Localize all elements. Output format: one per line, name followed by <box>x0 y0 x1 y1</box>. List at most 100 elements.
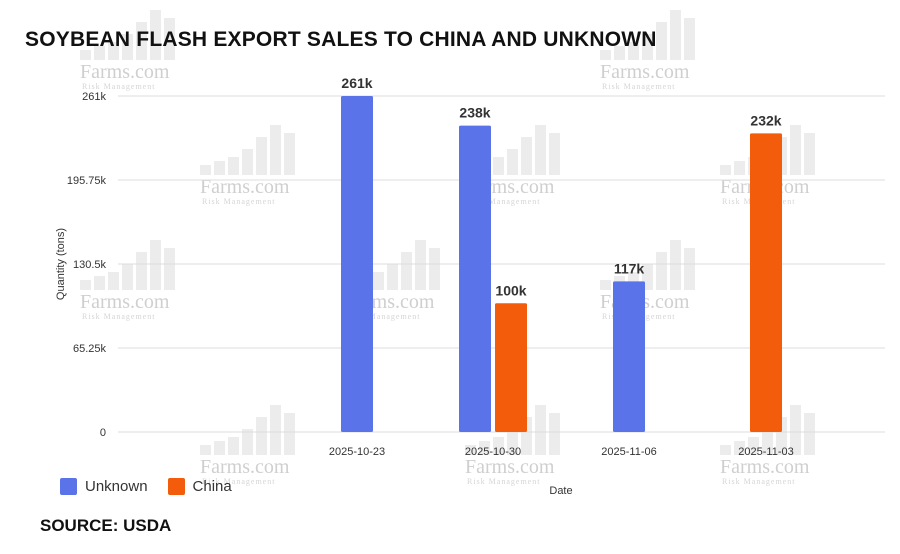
watermark-bar <box>535 405 546 455</box>
legend-swatch-unknown <box>60 478 77 495</box>
watermark-bar <box>549 413 560 455</box>
watermark-brand: Farms.com <box>200 456 290 478</box>
watermark-brand: Farms.com <box>465 456 555 478</box>
data-label: 100k <box>495 282 526 298</box>
legend: Unknown China <box>60 478 232 495</box>
legend-item-china[interactable]: China <box>167 478 232 495</box>
watermark-bar <box>762 429 773 455</box>
y-tick-label: 195.75k <box>67 175 107 187</box>
watermark-bar <box>507 429 518 455</box>
chart-title: SOYBEAN FLASH EXPORT SALES TO CHINA AND … <box>25 28 657 51</box>
watermark-brand: Farms.com <box>80 291 170 313</box>
watermark-subtitle: Risk Management <box>82 312 155 321</box>
watermark-subtitle: Risk Management <box>602 82 675 91</box>
watermark-bar <box>387 264 398 290</box>
bars: 261k 238k 100k 117k 232k <box>341 75 782 433</box>
watermark-bar <box>80 280 91 290</box>
watermark-bar <box>734 161 745 175</box>
watermark-bar <box>804 133 815 175</box>
x-tick-label: 2025-10-30 <box>465 446 521 458</box>
y-tick-label: 65.25k <box>73 343 107 355</box>
watermark-bar <box>734 441 745 455</box>
bar-china-2025-11-03 <box>750 133 782 433</box>
watermark-bar <box>720 445 731 455</box>
watermark-bar <box>401 252 412 290</box>
watermark-subtitle: Risk Management <box>202 197 275 206</box>
watermark-bar <box>465 445 476 455</box>
watermark-bar <box>200 165 211 175</box>
watermark-bar <box>373 272 384 290</box>
watermark-brand: Farms.com <box>720 456 810 478</box>
watermark-bar <box>415 240 426 290</box>
watermark-bar <box>429 248 440 290</box>
watermark-bar <box>136 22 147 60</box>
watermark-bar <box>790 125 801 175</box>
legend-label-china: China <box>192 478 232 495</box>
y-axis-ticks: 0 65.25k 130.5k 195.75k 261k <box>67 91 107 439</box>
watermark-bar <box>642 264 653 290</box>
watermark-subtitle: Risk Management <box>347 312 420 321</box>
watermark-bar <box>600 50 611 60</box>
y-tick-label: 261k <box>82 91 106 103</box>
watermark-bar <box>214 161 225 175</box>
watermark-bar <box>164 248 175 290</box>
watermark-bar <box>122 34 133 60</box>
watermark-bar <box>521 137 532 175</box>
watermark-bar <box>507 149 518 175</box>
watermark-bar <box>270 125 281 175</box>
bar-china-2025-10-30 <box>495 303 527 432</box>
watermark-bar <box>284 133 295 175</box>
watermark-bar <box>80 50 91 60</box>
watermark-bar <box>656 252 667 290</box>
watermark-bar <box>804 413 815 455</box>
watermark-subtitle: Risk Management <box>722 477 795 486</box>
watermark-bar <box>479 441 490 455</box>
watermark-bar <box>150 10 161 60</box>
watermark-bar <box>228 157 239 175</box>
watermark-bar <box>164 18 175 60</box>
watermark-bar <box>790 405 801 455</box>
watermark-bar <box>150 240 161 290</box>
watermark-brand: Farms.com <box>200 176 290 198</box>
watermark-bar <box>256 417 267 455</box>
watermark-bar <box>270 405 281 455</box>
legend-item-unknown[interactable]: Unknown <box>60 478 148 495</box>
watermark-bar <box>136 252 147 290</box>
watermark-bar <box>94 276 105 290</box>
watermark-bar <box>94 46 105 60</box>
watermark-bar <box>670 10 681 60</box>
bar-unknown-2025-10-30 <box>459 125 491 432</box>
watermark-subtitle: Risk Management <box>467 477 540 486</box>
x-tick-label: 2025-10-23 <box>329 446 385 458</box>
watermark-bar <box>242 429 253 455</box>
watermark-bar <box>108 42 119 60</box>
bar-unknown-2025-11-06 <box>613 281 645 432</box>
watermark-bar <box>493 437 504 455</box>
y-tick-label: 0 <box>100 427 106 439</box>
watermark-bar <box>684 248 695 290</box>
watermark-bar <box>614 46 625 60</box>
x-tick-label: 2025-11-06 <box>601 446 656 458</box>
watermark-bar <box>600 280 611 290</box>
y-tick-label: 130.5k <box>73 259 107 271</box>
watermark-bar <box>656 22 667 60</box>
watermark-bar <box>493 157 504 175</box>
watermark-bar <box>670 240 681 290</box>
watermark-bar <box>549 133 560 175</box>
data-label: 232k <box>750 112 781 128</box>
watermark-bar <box>628 272 639 290</box>
data-label: 238k <box>459 105 490 121</box>
watermark-bar <box>628 42 639 60</box>
legend-swatch-china <box>167 478 185 495</box>
watermark-bar <box>521 417 532 455</box>
watermark-subtitle: Risk Management <box>467 197 540 206</box>
watermark-bar <box>256 137 267 175</box>
watermark-bar <box>200 445 211 455</box>
x-axis-title: Date <box>549 485 572 497</box>
watermark-subtitle: Risk Management <box>82 82 155 91</box>
source-note: SOURCE: USDA <box>40 516 172 535</box>
